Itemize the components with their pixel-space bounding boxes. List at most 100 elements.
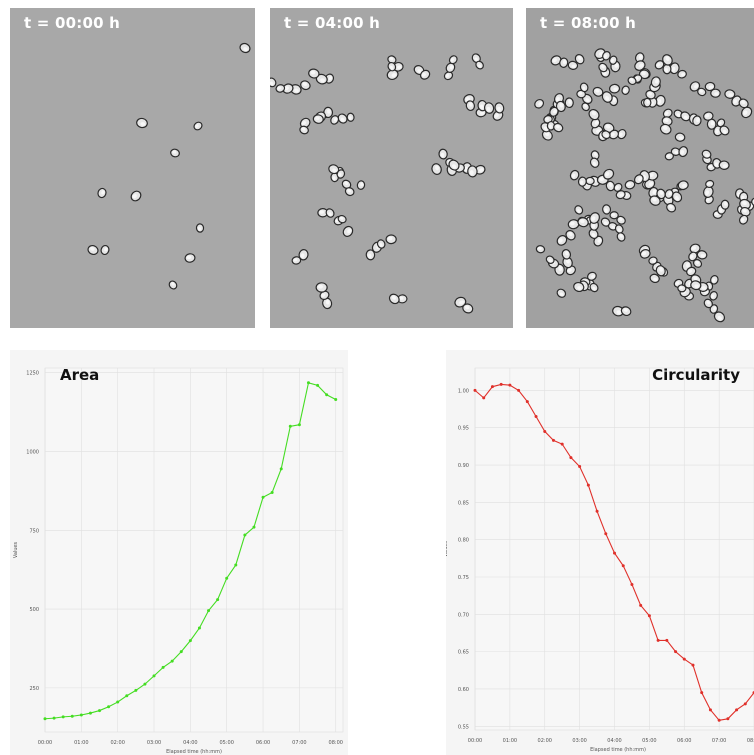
x-tick-label: 05:00	[642, 738, 656, 744]
data-point	[700, 691, 704, 695]
data-point	[595, 509, 599, 513]
x-tick-label: 05:00	[219, 740, 233, 746]
circularity-chart-plot: 00:00 01:00 02:00 03:00 04:00 05:00 06:00 07:00…	[446, 367, 754, 753]
data-point	[508, 383, 512, 387]
data-point	[297, 423, 301, 427]
data-point	[243, 533, 247, 537]
x-tick-label: 08:00	[747, 738, 754, 744]
x-tick-label: 08:00	[329, 740, 343, 746]
time-label-0h: t = 00:00 h	[24, 14, 121, 32]
data-point	[534, 415, 538, 419]
data-point	[134, 688, 138, 692]
data-point	[743, 702, 747, 706]
data-point	[61, 715, 65, 719]
data-point	[630, 582, 634, 586]
x-tick-label: 06:00	[677, 738, 691, 744]
data-point	[116, 700, 120, 704]
cell-image-4h	[270, 53, 505, 314]
cell-image-0h	[87, 42, 251, 290]
circularity-chart-title: Circularity	[652, 366, 740, 384]
y-tick-label: 0.85	[458, 500, 469, 506]
y-tick-label: 0.80	[458, 538, 469, 544]
data-point	[234, 563, 238, 567]
timelapse-panel-8h: t = 08:00 h	[526, 8, 754, 328]
data-point	[225, 576, 229, 580]
data-point	[656, 638, 660, 642]
data-point	[316, 383, 320, 387]
data-point	[586, 483, 590, 487]
time-label-8h: t = 08:00 h	[540, 14, 637, 32]
data-point	[482, 396, 486, 400]
data-point	[197, 626, 201, 630]
data-point	[613, 551, 617, 555]
data-point	[665, 638, 669, 642]
data-point	[639, 603, 643, 607]
y-tick-label: 1250	[26, 371, 39, 377]
y-tick-label: 1.00	[458, 388, 469, 394]
data-point	[98, 709, 102, 713]
data-point	[621, 564, 625, 568]
y-tick-label: 250	[29, 686, 39, 692]
x-tick-label: 00:00	[38, 740, 52, 746]
data-point	[270, 490, 274, 494]
data-point	[252, 525, 256, 529]
data-point	[473, 388, 477, 392]
data-point	[170, 659, 174, 663]
x-tick-label: 07:00	[712, 738, 726, 744]
y-tick-label: 0.90	[458, 463, 469, 469]
data-point	[517, 388, 521, 392]
cell-image-8h	[534, 48, 754, 323]
data-point	[216, 598, 220, 602]
x-tick-label: 01:00	[74, 740, 88, 746]
data-point	[543, 429, 547, 433]
y-tick-label: 0.60	[458, 687, 469, 693]
data-point	[499, 382, 503, 386]
data-point	[334, 398, 338, 402]
data-point	[691, 663, 695, 667]
data-point	[79, 713, 83, 717]
data-point	[717, 718, 721, 722]
data-point	[735, 708, 739, 712]
data-point	[604, 532, 608, 536]
y-axis-label: Values	[13, 541, 19, 558]
area-chart-title: Area	[60, 366, 100, 384]
x-tick-label: 00:00	[468, 738, 482, 744]
x-axis-label: Elapsed time (hh:mm)	[166, 749, 222, 755]
data-point	[152, 674, 156, 678]
y-tick-label: 0.65	[458, 650, 469, 656]
data-point	[161, 665, 165, 669]
x-tick-label: 06:00	[256, 740, 270, 746]
y-tick-label: 750	[29, 528, 39, 534]
data-point	[43, 717, 47, 721]
data-point	[207, 609, 211, 613]
x-axis-label: Elapsed time (hh:mm)	[590, 747, 646, 753]
x-tick-label: 01:00	[503, 738, 517, 744]
time-label-4h: t = 04:00 h	[284, 14, 381, 32]
y-tick-label: 500	[29, 607, 39, 613]
data-point	[560, 442, 564, 446]
timelapse-panel-4h: t = 04:00 h	[270, 8, 513, 328]
data-point	[107, 705, 111, 709]
data-point	[288, 424, 292, 428]
y-tick-label: 1000	[26, 450, 39, 456]
data-point	[143, 682, 147, 686]
data-point	[578, 465, 582, 469]
x-tick-label: 02:00	[110, 740, 124, 746]
data-point	[674, 650, 678, 654]
area-chart-plot: 00:00 01:00 02:00 03:00 04:00 05:00 06:00 07:00…	[13, 367, 344, 755]
data-point	[682, 657, 686, 661]
data-point	[551, 438, 555, 442]
x-tick-label: 03:00	[147, 740, 161, 746]
y-tick-label: 0.75	[458, 575, 469, 581]
y-tick-label: 0.70	[458, 612, 469, 618]
data-point	[188, 639, 192, 643]
data-point	[52, 716, 56, 720]
x-tick-label: 03:00	[572, 738, 586, 744]
data-point	[179, 650, 183, 654]
x-tick-label: 04:00	[183, 740, 197, 746]
data-point	[569, 456, 573, 460]
data-point	[125, 694, 129, 698]
x-tick-label: 02:00	[538, 738, 552, 744]
data-point	[525, 400, 529, 404]
y-tick-label: 0.55	[458, 724, 469, 730]
